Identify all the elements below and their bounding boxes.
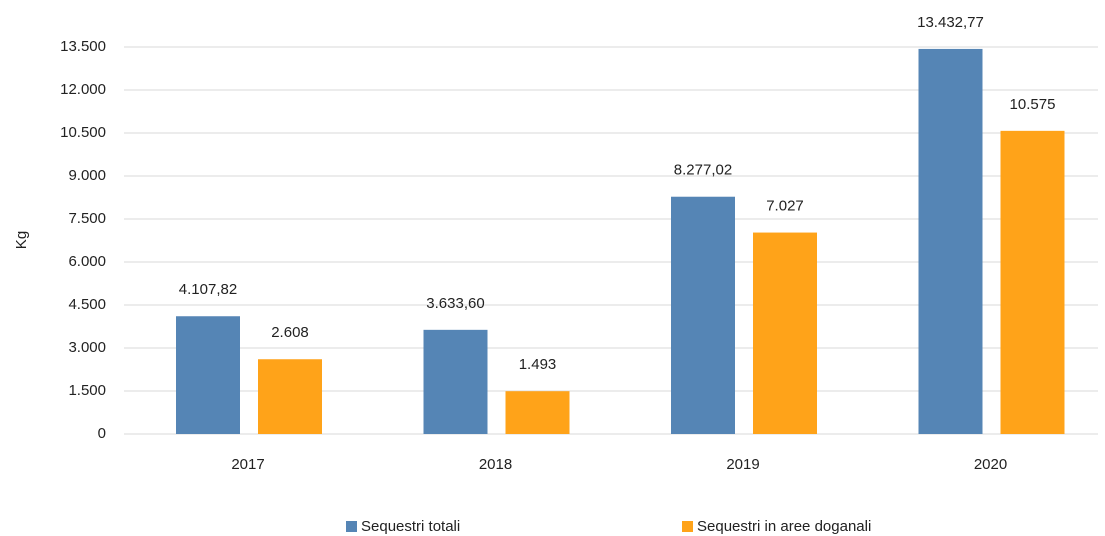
data-label: 4.107,82 <box>179 281 237 298</box>
data-label: 3.633,60 <box>426 295 484 312</box>
legend-swatch <box>346 521 357 532</box>
bar <box>1000 130 1065 434</box>
x-tick-label: 2018 <box>479 456 512 473</box>
bar <box>671 196 735 434</box>
x-tick-label: 2017 <box>231 456 264 473</box>
y-tick-label: 4.500 <box>68 296 106 313</box>
bar <box>753 232 817 434</box>
y-tick-label: 3.000 <box>68 339 106 356</box>
bar <box>258 359 322 434</box>
data-label: 13.432,77 <box>917 14 984 31</box>
y-tick-label: 6.000 <box>68 253 106 270</box>
y-tick-label: 7.500 <box>68 210 106 227</box>
y-tick-label: 9.000 <box>68 167 106 184</box>
bar <box>918 48 983 435</box>
data-label: 7.027 <box>766 198 804 215</box>
data-label: 2.608 <box>271 324 309 341</box>
data-label: 8.277,02 <box>674 162 732 179</box>
y-tick-label: 10.500 <box>60 124 106 141</box>
bar <box>423 329 488 434</box>
legend-swatch <box>682 521 693 532</box>
x-tick-label: 2020 <box>974 456 1007 473</box>
y-tick-label: 13.500 <box>60 38 106 55</box>
bar <box>505 391 570 434</box>
legend-label: Sequestri in aree doganali <box>697 518 871 535</box>
y-tick-label: 12.000 <box>60 81 106 98</box>
y-axis-label: Kg <box>13 231 30 249</box>
y-tick-label: 1.500 <box>68 382 106 399</box>
data-label: 10.575 <box>1010 96 1056 113</box>
bar <box>176 316 240 434</box>
legend-label: Sequestri totali <box>361 518 460 535</box>
x-tick-label: 2019 <box>726 456 759 473</box>
data-label: 1.493 <box>519 356 557 373</box>
y-tick-label: 0 <box>98 425 106 442</box>
